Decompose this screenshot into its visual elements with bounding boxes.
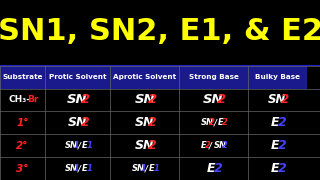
Text: E: E [207, 162, 215, 175]
Bar [0, 66, 45, 89]
Text: /: / [145, 164, 148, 173]
Text: E: E [218, 118, 224, 127]
Text: 2: 2 [148, 93, 157, 107]
Text: Strong Base: Strong Base [189, 74, 238, 80]
Text: E: E [149, 164, 155, 173]
Text: 2: 2 [209, 118, 215, 127]
Text: CH₃‑: CH₃‑ [8, 95, 30, 104]
Text: Substrate: Substrate [2, 74, 43, 80]
Text: SN: SN [68, 116, 87, 129]
Text: Br: Br [27, 95, 38, 104]
Text: SN: SN [67, 93, 88, 107]
Bar [45, 66, 110, 89]
Text: SN1, SN2, E1, & E2: SN1, SN2, E1, & E2 [0, 17, 320, 46]
Text: 1: 1 [73, 141, 79, 150]
Text: SN: SN [132, 164, 145, 173]
Text: E: E [200, 141, 206, 150]
Text: 1: 1 [73, 164, 79, 173]
Text: SN: SN [134, 93, 155, 107]
Text: 1: 1 [154, 164, 159, 173]
Text: SN: SN [268, 93, 287, 107]
Text: SN: SN [214, 141, 227, 150]
Text: SN: SN [135, 139, 155, 152]
Bar [248, 66, 307, 89]
Text: 3°: 3° [16, 164, 29, 174]
Text: 1: 1 [86, 141, 92, 150]
Text: SN: SN [203, 93, 224, 107]
Text: SN: SN [200, 118, 213, 127]
Text: 2: 2 [222, 118, 228, 127]
Text: 1°: 1° [16, 118, 29, 128]
Text: E: E [82, 141, 88, 150]
Text: 2: 2 [148, 139, 157, 152]
Text: /: / [209, 141, 212, 150]
Text: 2: 2 [277, 162, 286, 175]
Text: Aprotic Solvent: Aprotic Solvent [113, 74, 176, 80]
Text: /: / [77, 141, 81, 150]
Text: SN: SN [64, 141, 77, 150]
Text: 2°: 2° [16, 141, 29, 151]
Text: 2: 2 [281, 93, 289, 107]
Text: E: E [271, 116, 279, 129]
Text: 1: 1 [86, 164, 92, 173]
Text: E: E [82, 164, 88, 173]
Text: 2: 2 [81, 93, 90, 107]
Text: 2: 2 [222, 141, 228, 150]
Text: /: / [77, 164, 81, 173]
Text: 2: 2 [81, 116, 90, 129]
Text: 2: 2 [214, 162, 222, 175]
Text: SN: SN [135, 116, 155, 129]
Text: E: E [271, 162, 279, 175]
Text: 1: 1 [140, 164, 146, 173]
Text: 2: 2 [148, 116, 157, 129]
Text: Bulky Base: Bulky Base [255, 74, 300, 80]
Text: 2: 2 [277, 116, 286, 129]
Bar [179, 66, 248, 89]
Text: Protic Solvent: Protic Solvent [49, 74, 106, 80]
Text: 2: 2 [205, 141, 211, 150]
Bar [110, 66, 179, 89]
Text: 2: 2 [217, 93, 226, 107]
Text: SN: SN [64, 164, 77, 173]
Text: /: / [214, 118, 217, 127]
Text: E: E [271, 139, 279, 152]
Text: 2: 2 [277, 139, 286, 152]
